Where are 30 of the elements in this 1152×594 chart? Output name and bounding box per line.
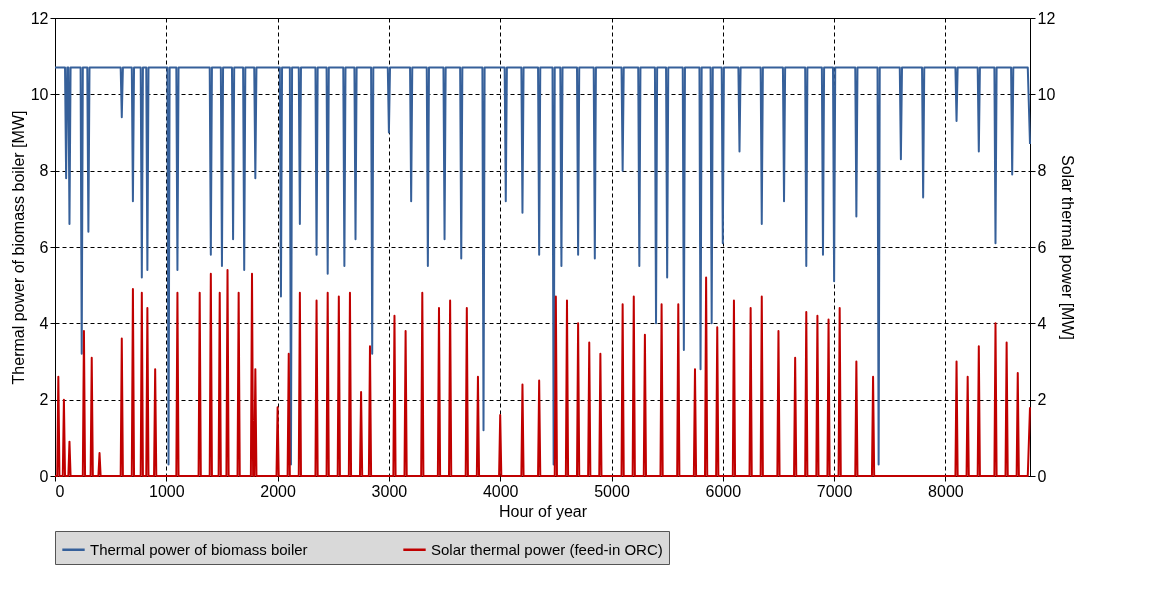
y-tick-label: 4	[39, 314, 49, 332]
y2-tick-label: 8	[1037, 162, 1047, 180]
y-tick-label: 0	[39, 467, 49, 485]
x-tick-label: 4000	[482, 482, 519, 500]
x-tick-label: 7000	[816, 482, 853, 500]
x-tick-label: 1000	[149, 482, 185, 500]
x-axis-title: Hour of year	[498, 502, 588, 520]
x-tick-label: 0	[55, 482, 65, 500]
y2-axis-title: Solar thermal power [MW]	[1059, 155, 1077, 340]
y-axis-title: Thermal power of biomass boiler [MW]	[9, 110, 27, 385]
y2-tick-label: 4	[1037, 314, 1047, 332]
x-tick-label: 3000	[371, 482, 408, 500]
y2-tick-label: 0	[1037, 467, 1047, 485]
line-series	[54, 268, 1031, 477]
x-tick-label: 8000	[928, 482, 964, 500]
x-tick-label: 6000	[705, 482, 742, 500]
y-tick-label: 2	[39, 391, 49, 409]
legend-label: Thermal power of biomass boiler	[90, 540, 308, 558]
y2-tick-label: 6	[1037, 238, 1047, 256]
line-series	[54, 66, 1031, 466]
x-tick-label: 2000	[260, 482, 296, 500]
y2-tick-label: 12	[1037, 9, 1056, 27]
legend-label: Solar thermal power (feed-in ORC)	[431, 540, 663, 558]
x-tick-label: 5000	[594, 482, 630, 500]
y2-tick-label: 10	[1037, 85, 1056, 103]
y2-tick-label: 2	[1037, 391, 1047, 409]
y-tick-label: 12	[30, 9, 49, 27]
y-tick-label: 8	[39, 162, 49, 180]
y-tick-label: 10	[30, 85, 49, 103]
y-tick-label: 6	[39, 238, 49, 256]
